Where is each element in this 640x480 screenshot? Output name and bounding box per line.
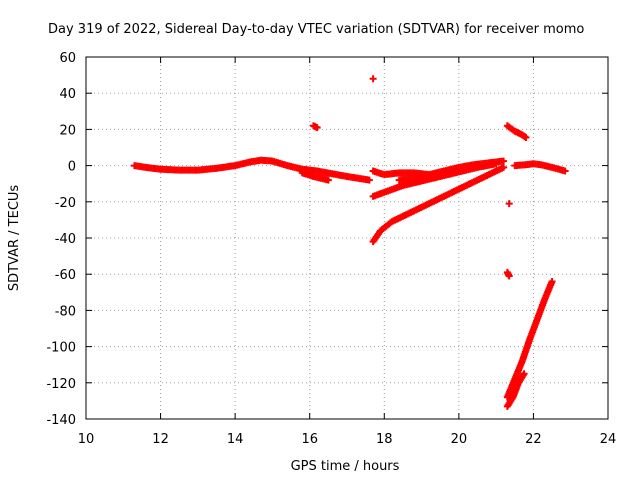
y-tick-label: -100: [46, 341, 76, 356]
y-tick-label: -20: [55, 196, 76, 211]
data-points: [130, 75, 569, 410]
data-point: [500, 163, 508, 171]
x-axis-label: GPS time / hours: [291, 459, 400, 474]
chart-title: Day 319 of 2022, Sidereal Day-to-day VTE…: [48, 22, 584, 37]
data-point: [365, 176, 373, 184]
data-point: [500, 157, 508, 165]
y-tick-label: -140: [46, 413, 76, 428]
x-tick-label: 18: [376, 432, 393, 447]
y-tick-label: 40: [59, 87, 76, 102]
y-tick-label: -120: [46, 377, 76, 392]
data-point: [313, 124, 321, 132]
x-tick-label: 14: [227, 432, 244, 447]
x-tick-label: 24: [600, 432, 617, 447]
x-tick-label: 22: [525, 432, 542, 447]
data-point: [505, 272, 513, 280]
data-point: [369, 75, 377, 83]
data-point: [548, 277, 556, 285]
data-point: [440, 171, 448, 179]
x-tick-label: 20: [451, 432, 468, 447]
x-tick-label: 10: [78, 432, 95, 447]
data-point: [324, 176, 332, 184]
data-point: [520, 370, 528, 378]
y-tick-label: 60: [59, 51, 76, 66]
y-tick-label: -60: [55, 268, 76, 283]
y-tick-label: -80: [55, 304, 76, 319]
data-point: [561, 167, 569, 175]
y-tick-label: 20: [59, 123, 76, 138]
axis-ticks: 10 12 14 16 18 20 22 24 60 40 20 0 -20 -40 -60 -80 -100 -…: [46, 51, 616, 447]
x-tick-label: 16: [301, 432, 318, 447]
y-tick-label: -40: [55, 232, 76, 247]
data-point: [522, 134, 530, 142]
y-axis-label: SDTVAR / TECUs: [7, 185, 22, 292]
y-tick-label: 0: [68, 160, 76, 175]
x-tick-label: 12: [152, 432, 169, 447]
data-point: [492, 160, 500, 168]
data-point: [505, 200, 513, 208]
grid-lines: [86, 57, 608, 419]
